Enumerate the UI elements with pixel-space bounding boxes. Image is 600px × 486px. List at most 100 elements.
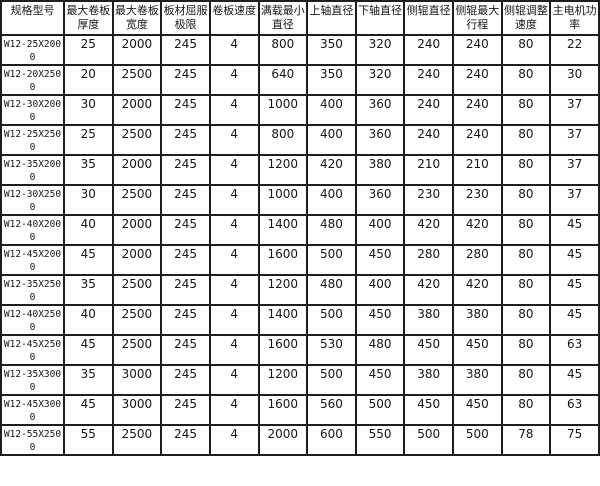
value-cell-plate-yield-limit: 245 [160,424,211,456]
value-cell-side-roller-max-stroke: 380 [452,364,503,396]
value-cell-max-plate-thickness: 35 [63,154,114,186]
value-cell-side-roller-max-stroke: 500 [452,424,503,456]
value-cell-side-roller-adjust-speed: 80 [500,274,552,306]
value-cell-main-motor-power: 45 [549,244,600,276]
header-row: 规格型号 最大卷板厚度 最大卷板宽度 板材屈服极限 卷板速度 满载最小直径 上轴直径 下轴直径… [0,0,600,36]
model-cell: W12-35X2500 [0,274,65,306]
value-cell-rolling-speed: 4 [208,124,260,156]
model-cell: W12-35X2000 [0,154,65,186]
column-header-plate-yield-limit: 板材屈服极限 [160,0,211,36]
value-cell-upper-shaft-diameter: 350 [306,34,357,66]
column-header-max-plate-thickness: 最大卷板厚度 [63,0,114,36]
value-cell-min-full-load-diameter: 2000 [257,424,309,456]
model-cell: W12-20X2500 [0,64,65,96]
column-header-upper-shaft-diameter: 上轴直径 [306,0,357,36]
value-cell-lower-shaft-diameter: 450 [354,304,406,336]
value-cell-upper-shaft-diameter: 500 [306,244,357,276]
value-cell-lower-shaft-diameter: 360 [354,184,406,216]
table-row: W12-55X2500 55 2500 245 4 2000 600 550 500 500 78 7… [0,424,600,456]
value-cell-rolling-speed: 4 [208,184,260,216]
value-cell-side-roller-max-stroke: 420 [452,274,503,306]
value-cell-side-roller-diameter: 240 [403,94,454,126]
value-cell-max-plate-thickness: 45 [63,244,114,276]
value-cell-side-roller-adjust-speed: 78 [500,424,552,456]
value-cell-plate-yield-limit: 245 [160,394,211,426]
value-cell-max-plate-thickness: 35 [63,274,114,306]
value-cell-main-motor-power: 30 [549,64,600,96]
value-cell-main-motor-power: 45 [549,274,600,306]
value-cell-side-roller-diameter: 240 [403,124,454,156]
value-cell-lower-shaft-diameter: 320 [354,34,406,66]
value-cell-main-motor-power: 63 [549,394,600,426]
value-cell-plate-yield-limit: 245 [160,94,211,126]
table-row: W12-30X2000 30 2000 245 4 1000 400 360 240 240 80 3… [0,94,600,126]
value-cell-main-motor-power: 37 [549,124,600,156]
model-cell: W12-45X2500 [0,334,65,366]
value-cell-min-full-load-diameter: 1600 [257,244,309,276]
value-cell-upper-shaft-diameter: 480 [306,214,357,246]
value-cell-max-plate-thickness: 25 [63,124,114,156]
value-cell-side-roller-diameter: 280 [403,244,454,276]
value-cell-min-full-load-diameter: 1400 [257,304,309,336]
column-header-spec-model: 规格型号 [0,0,65,36]
value-cell-side-roller-max-stroke: 240 [452,64,503,96]
value-cell-main-motor-power: 45 [549,304,600,336]
value-cell-rolling-speed: 4 [208,364,260,396]
value-cell-upper-shaft-diameter: 500 [306,364,357,396]
value-cell-main-motor-power: 37 [549,184,600,216]
value-cell-max-plate-thickness: 45 [63,334,114,366]
model-cell: W12-40X2500 [0,304,65,336]
value-cell-side-roller-max-stroke: 380 [452,304,503,336]
value-cell-upper-shaft-diameter: 350 [306,64,357,96]
value-cell-rolling-speed: 4 [208,154,260,186]
value-cell-plate-yield-limit: 245 [160,274,211,306]
value-cell-min-full-load-diameter: 1200 [257,364,309,396]
value-cell-side-roller-diameter: 420 [403,274,454,306]
table-row: W12-35X3000 35 3000 245 4 1200 500 450 380 380 80 4… [0,364,600,396]
value-cell-main-motor-power: 45 [549,364,600,396]
column-header-side-roller-max-stroke: 侧辊最大行程 [452,0,503,36]
value-cell-side-roller-max-stroke: 210 [452,154,503,186]
value-cell-min-full-load-diameter: 1400 [257,214,309,246]
value-cell-side-roller-max-stroke: 280 [452,244,503,276]
value-cell-main-motor-power: 45 [549,214,600,246]
value-cell-side-roller-adjust-speed: 80 [500,394,552,426]
value-cell-min-full-load-diameter: 800 [257,124,309,156]
table-row: W12-40X2500 40 2500 245 4 1400 500 450 380 380 80 4… [0,304,600,336]
value-cell-rolling-speed: 4 [208,64,260,96]
value-cell-plate-yield-limit: 245 [160,214,211,246]
table-row: W12-45X2000 45 2000 245 4 1600 500 450 280 280 80 4… [0,244,600,276]
model-cell: W12-25X2000 [0,34,65,66]
value-cell-min-full-load-diameter: 1200 [257,274,309,306]
value-cell-max-plate-width: 2000 [111,94,163,126]
value-cell-side-roller-max-stroke: 240 [452,124,503,156]
value-cell-max-plate-width: 2500 [111,334,163,366]
value-cell-side-roller-adjust-speed: 80 [500,34,552,66]
value-cell-max-plate-width: 2500 [111,274,163,306]
value-cell-max-plate-width: 3000 [111,394,163,426]
value-cell-rolling-speed: 4 [208,244,260,276]
value-cell-plate-yield-limit: 245 [160,304,211,336]
value-cell-max-plate-width: 2000 [111,244,163,276]
value-cell-rolling-speed: 4 [208,424,260,456]
value-cell-lower-shaft-diameter: 400 [354,274,406,306]
value-cell-lower-shaft-diameter: 500 [354,394,406,426]
value-cell-max-plate-width: 2500 [111,64,163,96]
table-row: W12-20X2500 20 2500 245 4 640 350 320 240 240 80 30 [0,64,600,96]
model-cell: W12-30X2500 [0,184,65,216]
value-cell-side-roller-max-stroke: 230 [452,184,503,216]
value-cell-plate-yield-limit: 245 [160,364,211,396]
value-cell-side-roller-adjust-speed: 80 [500,124,552,156]
value-cell-side-roller-adjust-speed: 80 [500,154,552,186]
value-cell-lower-shaft-diameter: 380 [354,154,406,186]
value-cell-main-motor-power: 63 [549,334,600,366]
value-cell-max-plate-thickness: 25 [63,34,114,66]
value-cell-side-roller-diameter: 500 [403,424,454,456]
value-cell-upper-shaft-diameter: 530 [306,334,357,366]
model-cell: W12-45X3000 [0,394,65,426]
value-cell-rolling-speed: 4 [208,94,260,126]
value-cell-max-plate-width: 2000 [111,34,163,66]
value-cell-side-roller-adjust-speed: 80 [500,244,552,276]
value-cell-plate-yield-limit: 245 [160,64,211,96]
column-header-main-motor-power: 主电机功率 [549,0,600,36]
